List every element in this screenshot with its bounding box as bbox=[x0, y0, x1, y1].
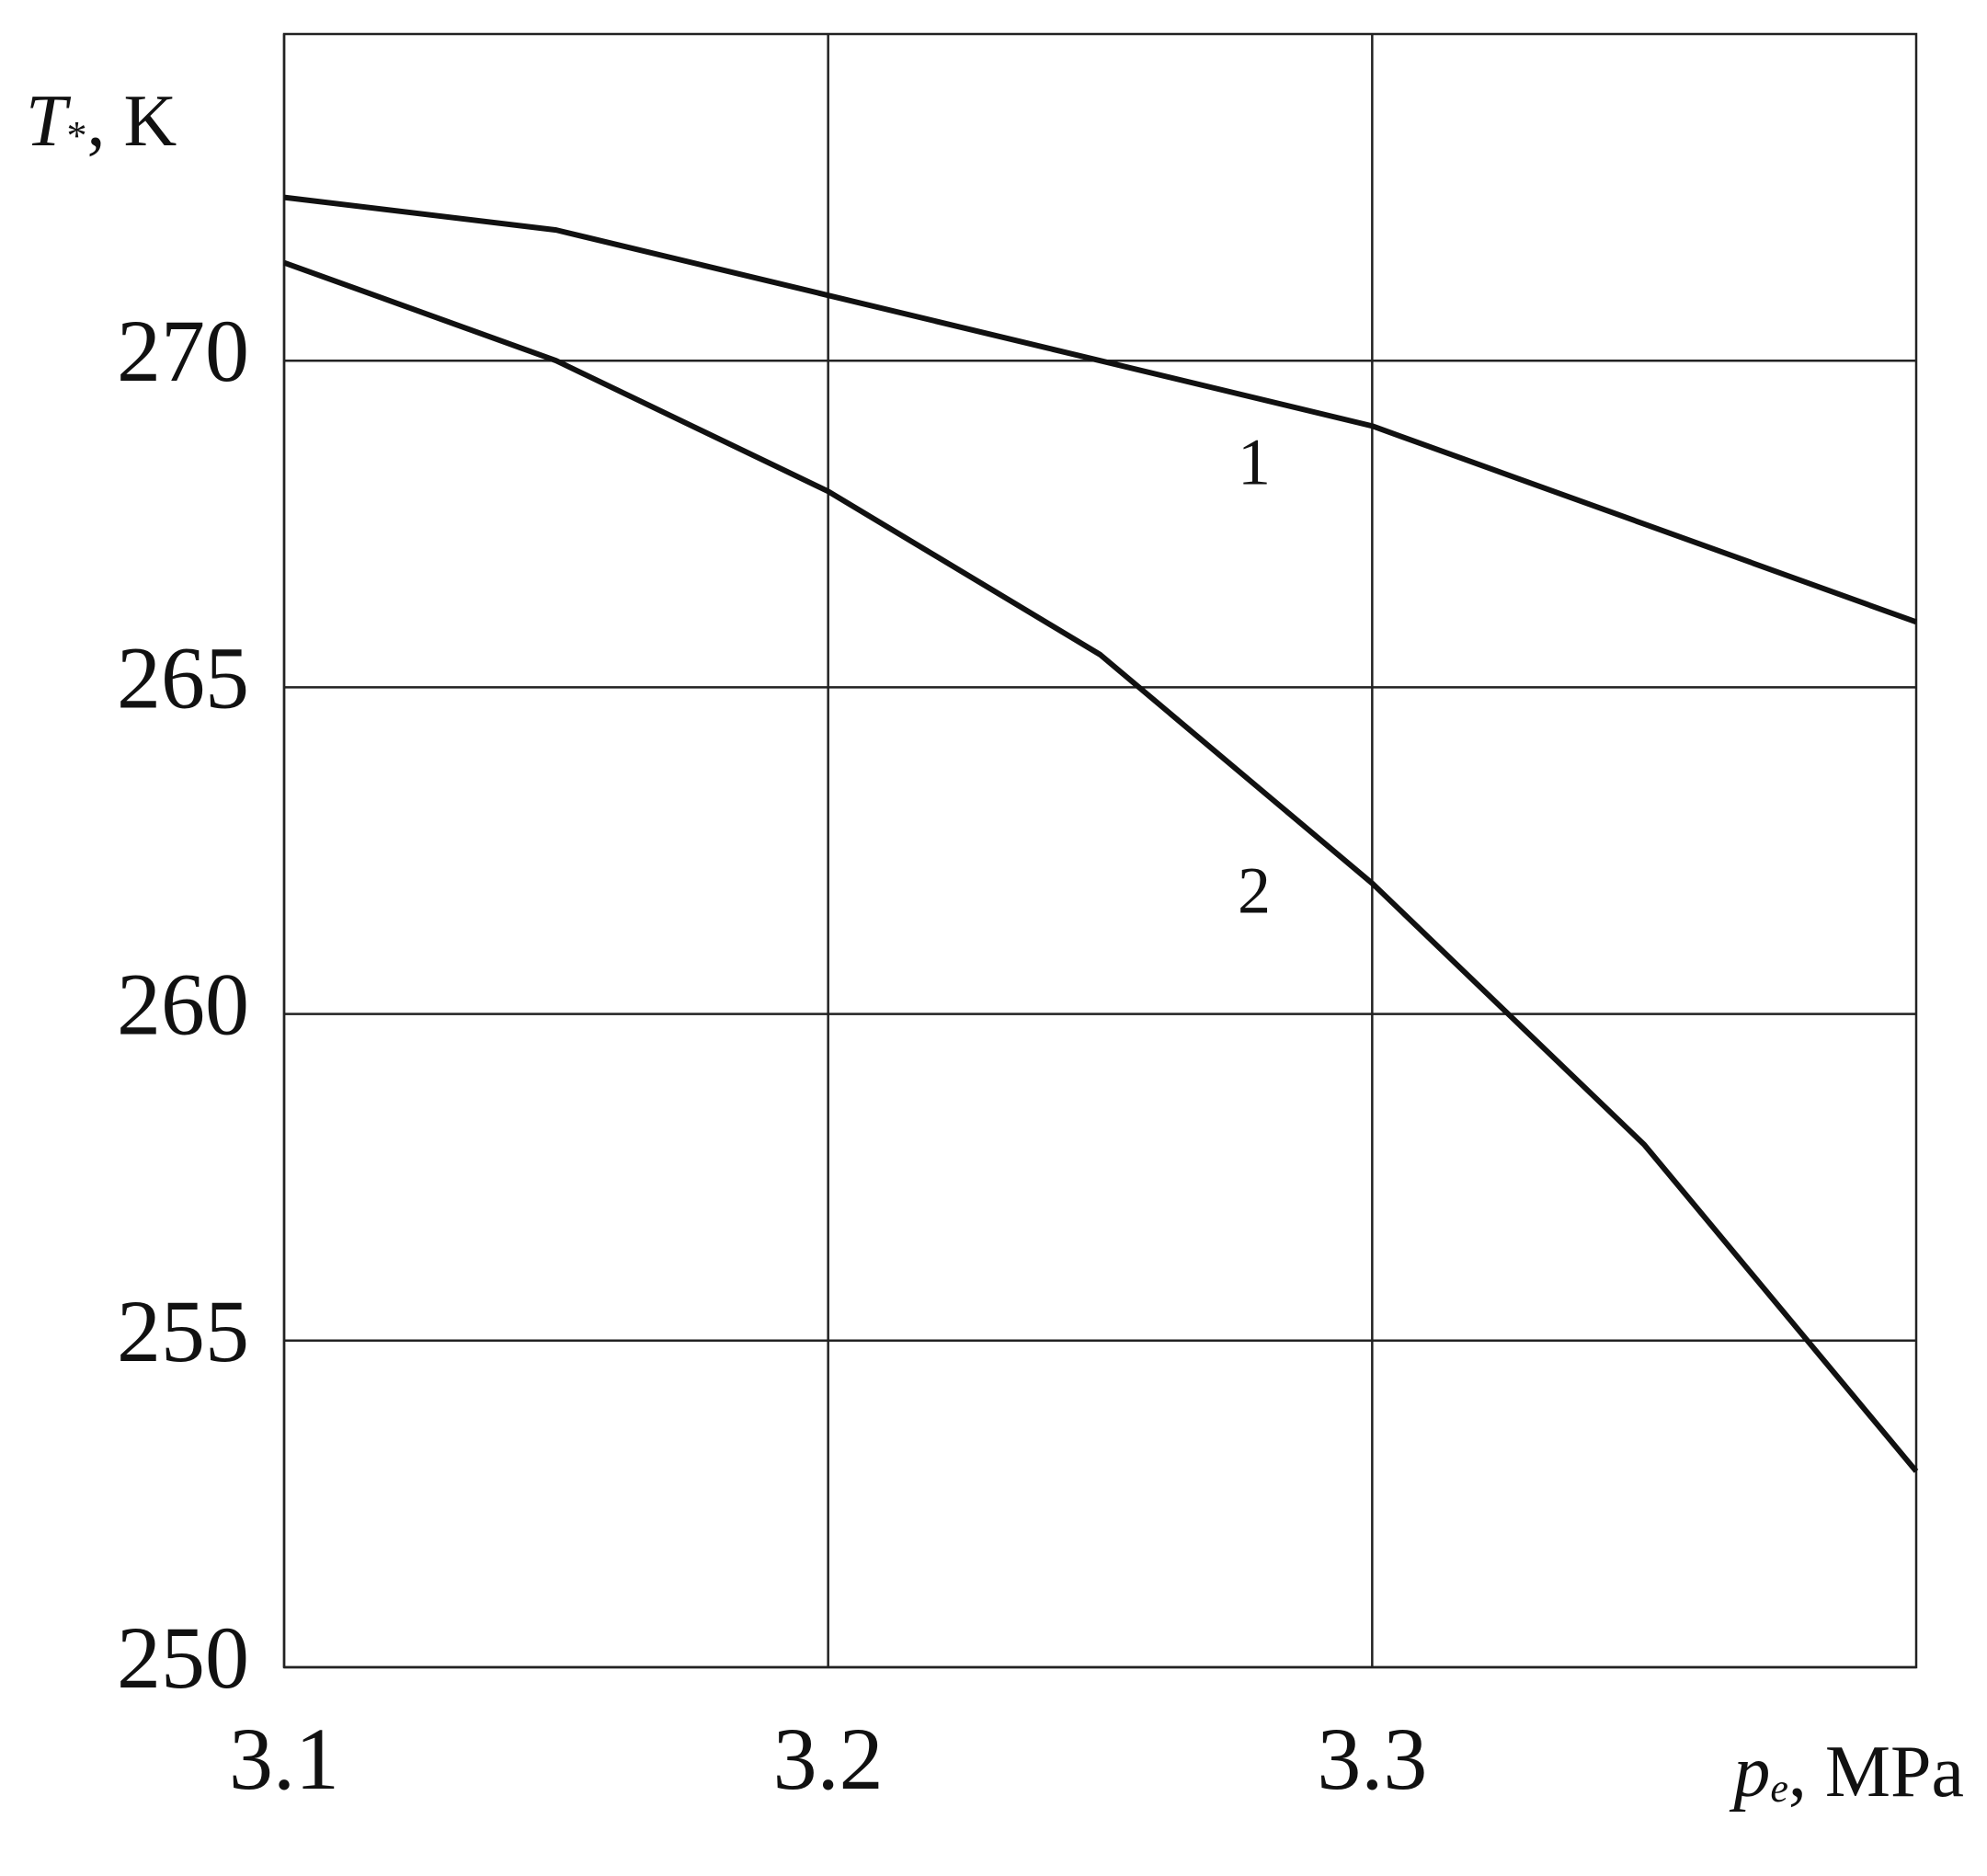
y-tick-label: 270 bbox=[117, 302, 249, 400]
y-axis-label: T*, K bbox=[26, 81, 177, 162]
y-tick-label: 265 bbox=[117, 628, 249, 726]
x-axis-label: pe, MPa bbox=[1729, 1732, 1964, 1813]
x-tick-label: 3.3 bbox=[1317, 1710, 1427, 1808]
y-label-unit: , K bbox=[87, 81, 177, 162]
series-line bbox=[282, 259, 1919, 1473]
x-tick-label: 3.1 bbox=[229, 1710, 339, 1808]
curve-label: 2 bbox=[1238, 854, 1271, 928]
plot-frame bbox=[282, 32, 1918, 1669]
x-tick-label: 3.2 bbox=[773, 1710, 884, 1808]
series-line bbox=[283, 194, 1918, 625]
x-label-subscript: e bbox=[1770, 1766, 1788, 1811]
curve-label: 1 bbox=[1238, 426, 1271, 499]
y-tick-label: 250 bbox=[117, 1608, 249, 1707]
x-label-unit: , MPa bbox=[1788, 1732, 1964, 1813]
y-tick-label: 260 bbox=[117, 955, 249, 1054]
x-label-symbol: p bbox=[1729, 1732, 1770, 1813]
y-label-symbol: T bbox=[26, 81, 72, 162]
y-label-subscript: * bbox=[67, 113, 87, 158]
y-tick-label: 255 bbox=[117, 1282, 249, 1380]
